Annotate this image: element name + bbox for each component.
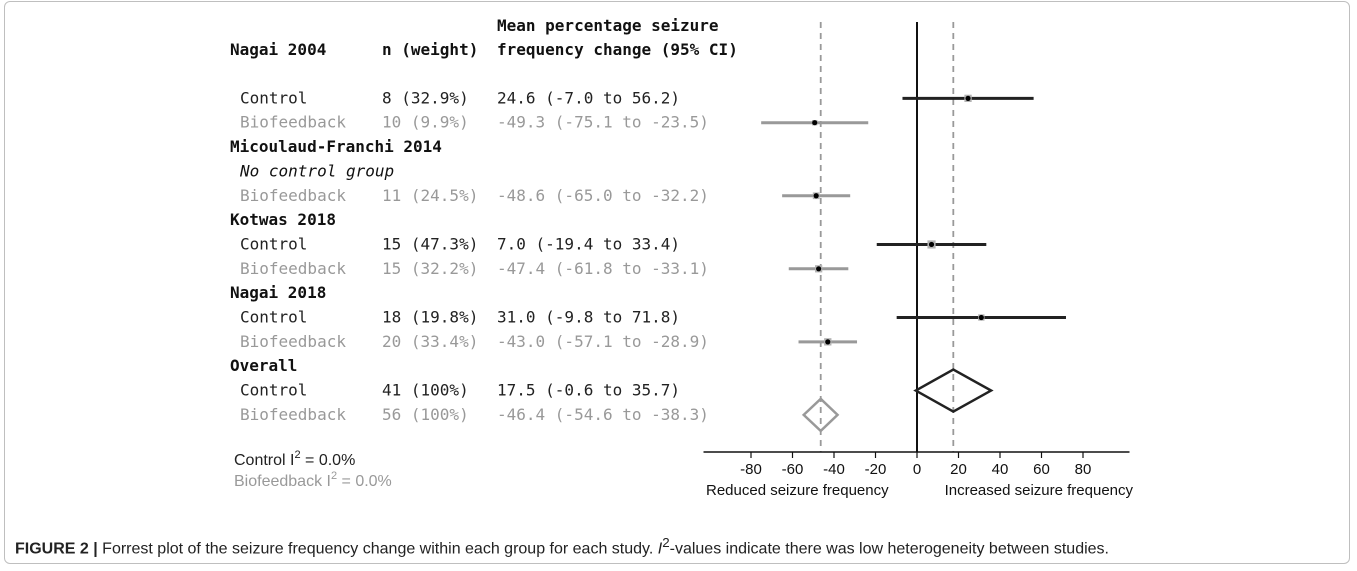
effect-ci: -48.6 (-65.0 to -32.2)	[497, 186, 709, 205]
x-tick-label: 80	[1075, 461, 1092, 478]
caption-superscript: 2	[662, 535, 670, 550]
x-label-left: Reduced seizure frequency	[706, 482, 889, 499]
x-tick-label: 40	[992, 461, 1009, 478]
x-label-right: Increased seizure frequency	[945, 482, 1134, 499]
n-weight: 41 (100%)	[382, 381, 469, 400]
forest-plot: Mean percentage seizure Nagai 2004 n (we…	[230, 16, 1134, 499]
figure-caption: FIGURE 2 | Forrest plot of the seizure f…	[15, 535, 1345, 558]
study-rows: Control 8 (32.9%) 24.6 (-7.0 to 56.2) Biofe…	[230, 88, 709, 424]
effect-header-line2: frequency change (95% CI)	[497, 40, 738, 59]
x-tick-label: 20	[950, 461, 967, 478]
effect-ci: -43.0 (-57.1 to -28.9)	[497, 332, 709, 351]
n-weight: 10 (9.9%)	[382, 113, 469, 132]
n-weight: 20 (33.4%)	[382, 332, 478, 351]
n-weight: 11 (24.5%)	[382, 186, 478, 205]
group-label: Control	[240, 308, 307, 327]
effect-ci: 24.6 (-7.0 to 56.2)	[497, 88, 680, 107]
point-estimate	[816, 266, 822, 272]
effect-ci: 17.5 (-0.6 to 35.7)	[497, 381, 680, 400]
x-tick-label: -20	[865, 461, 887, 478]
effect-header-line1: Mean percentage seizure	[497, 16, 719, 35]
summary-diamond	[801, 397, 840, 433]
summary-diamond	[913, 368, 994, 413]
point-estimate	[825, 339, 831, 345]
study-heading: Nagai 2018	[230, 283, 326, 302]
reference-lines	[819, 22, 955, 452]
biofeedback-i2: Biofeedback I2 = 0.0%	[234, 470, 392, 490]
figure-label: FIGURE 2 |	[15, 540, 98, 558]
group-label: Biofeedback	[240, 113, 346, 132]
point-estimate	[928, 241, 935, 248]
n-weight: 15 (32.2%)	[382, 259, 478, 278]
group-label: Biofeedback	[240, 405, 346, 424]
caption-i-symbol: I	[657, 540, 663, 558]
caption-text: Forrest plot of the seizure frequency ch…	[102, 540, 658, 558]
n-weight: 15 (47.3%)	[382, 234, 478, 253]
group-label: Biofeedback	[240, 332, 346, 351]
figure-frame	[4, 1, 1350, 564]
study-heading: Kotwas 2018	[230, 210, 336, 229]
effect-ci: -46.4 (-54.6 to -38.3)	[497, 405, 709, 424]
n-weight: 8 (32.9%)	[382, 88, 469, 107]
caption-text-end: -values indicate there was low heterogen…	[669, 540, 1109, 558]
point-estimate	[813, 193, 819, 199]
n-header: n (weight)	[382, 40, 478, 59]
group-label: Control	[240, 88, 307, 107]
point-estimate	[978, 314, 984, 321]
x-tick-label: -80	[740, 461, 762, 478]
x-tick-label: -60	[782, 461, 804, 478]
group-label: Control	[240, 234, 307, 253]
table-text: Mean percentage seizure Nagai 2004 n (we…	[230, 16, 738, 59]
study-heading: Micoulaud-Franchi 2014	[230, 137, 442, 156]
study-note: No control group	[239, 161, 394, 180]
forest-marks	[761, 94, 1066, 433]
group-label: Biofeedback	[240, 259, 346, 278]
group-label: Biofeedback	[240, 186, 346, 205]
heterogeneity-notes: Control I2 = 0.0% Biofeedback I2 = 0.0%	[234, 449, 392, 490]
x-tick-label: 0	[913, 461, 921, 478]
n-weight: 18 (19.8%)	[382, 308, 478, 327]
x-tick-label: 60	[1033, 461, 1050, 478]
effect-ci: -47.4 (-61.8 to -33.1)	[497, 259, 709, 278]
effect-ci: -49.3 (-75.1 to -23.5)	[497, 113, 709, 132]
control-i2: Control I2 = 0.0%	[234, 449, 355, 469]
group-label: Control	[240, 381, 307, 400]
x-axis: -80 -60 -40 -20 0 20 40 60 80 Reduced seizure fre…	[703, 451, 1134, 499]
effect-ci: 31.0 (-9.8 to 71.8)	[497, 308, 680, 327]
effect-ci: 7.0 (-19.4 to 33.4)	[497, 234, 680, 253]
x-tick-label: -40	[823, 461, 845, 478]
n-weight: 56 (100%)	[382, 405, 469, 424]
point-estimate	[812, 120, 818, 126]
study-heading: Overall	[230, 356, 297, 375]
point-estimate	[965, 95, 971, 101]
study-header: Nagai 2004	[230, 40, 326, 59]
